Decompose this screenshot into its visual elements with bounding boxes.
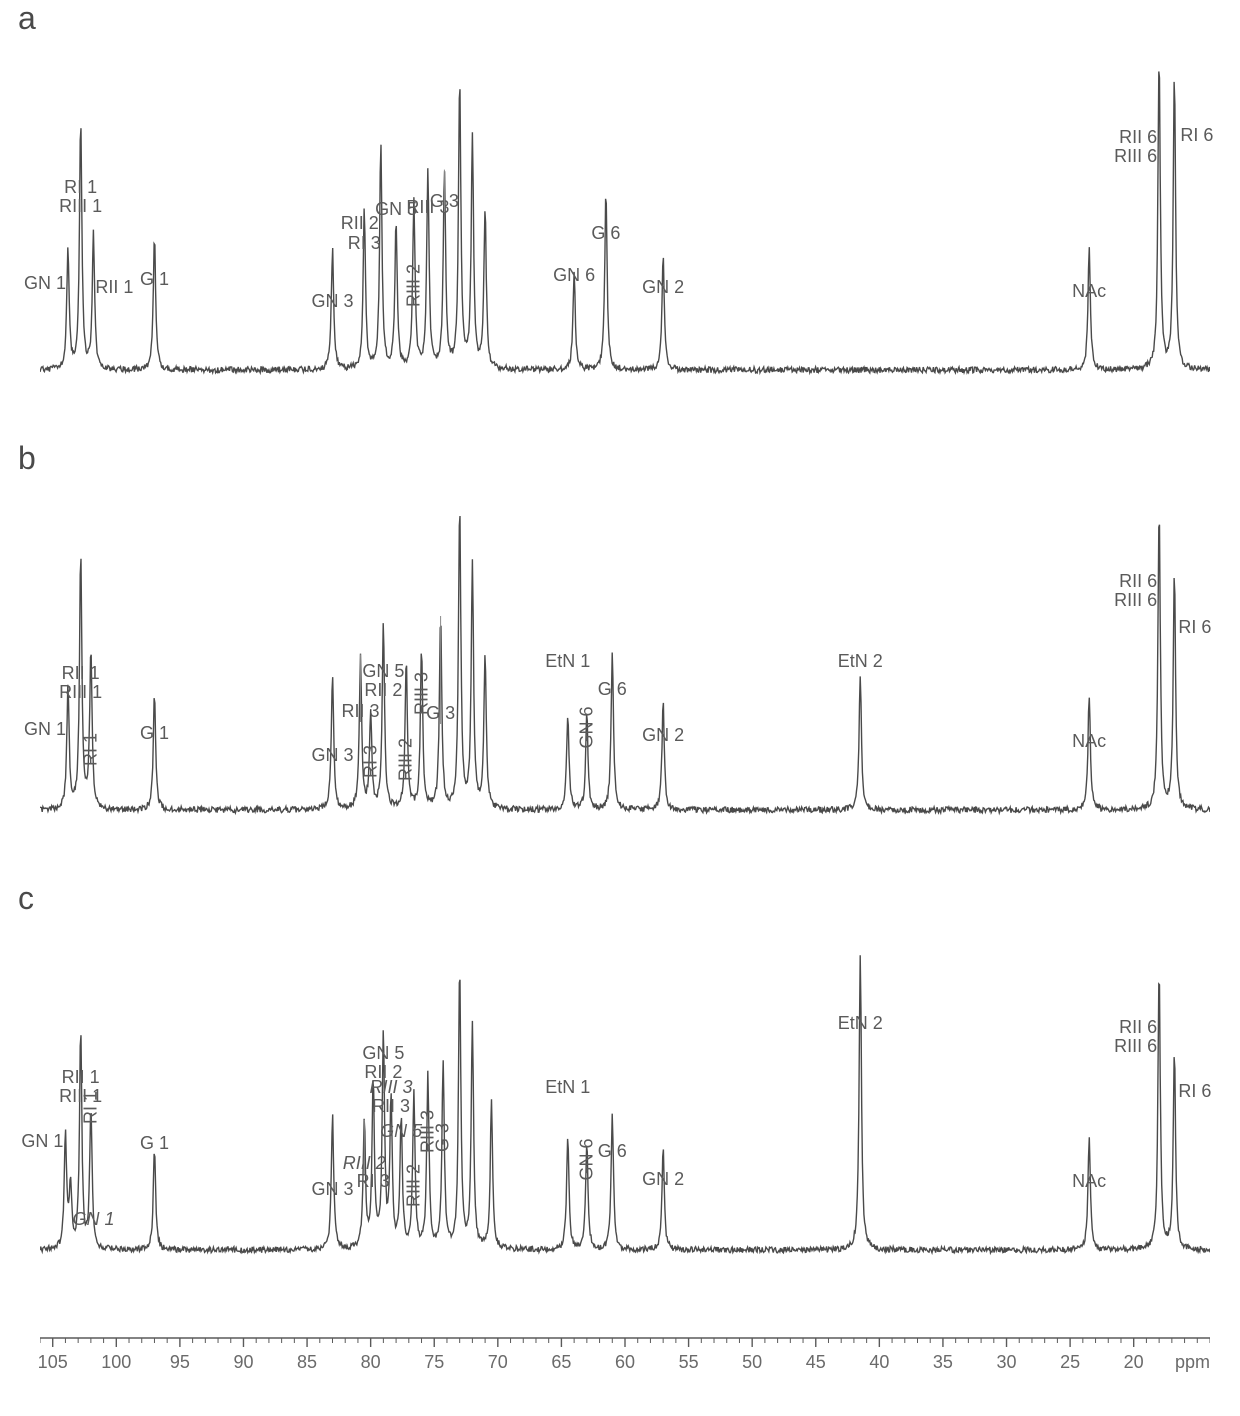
plot-area-b: GN 1RII 1RIII 1RI 1G 1GN 3RII 3RI 3GN 5R… bbox=[40, 470, 1210, 850]
peak-label: GN 1 bbox=[24, 274, 66, 293]
peak-label: G 3 bbox=[434, 1123, 453, 1152]
peak-label: RI 1 bbox=[81, 733, 100, 766]
peak-label: NAc bbox=[1072, 732, 1106, 751]
peak-label: G 3 bbox=[430, 192, 459, 211]
axis-tick-label: 60 bbox=[615, 1352, 635, 1373]
peak-label: RI 1 bbox=[81, 1091, 100, 1124]
peak-label: GN 2 bbox=[642, 1170, 684, 1189]
spectrum-panel-a: a GN 1 RI 1RIII 1 RII 1 G 1 GN 3 RI 3RII 2 GN … bbox=[0, 0, 1240, 440]
peak-label: GN 2 bbox=[642, 726, 684, 745]
peak-label: EtN 2 bbox=[838, 652, 883, 671]
peak-label: RI 3 bbox=[361, 745, 380, 778]
peak-label: GN 6 bbox=[553, 266, 595, 285]
axis-tick-label: 40 bbox=[869, 1352, 889, 1373]
peak-label: RII 3 bbox=[341, 702, 379, 721]
plot-area-c: GN 1GN 1RII 1RIII 1RI 1G 1GN 3RIII 2RI 3… bbox=[40, 910, 1210, 1290]
peak-label: RIII 3RII 3 bbox=[369, 1078, 412, 1116]
peak-label: RII 6RIII 6 bbox=[1114, 1018, 1157, 1056]
peak-label: GN 1 bbox=[24, 720, 66, 739]
axis-tick-label: 25 bbox=[1060, 1352, 1080, 1373]
panel-label-b: b bbox=[18, 440, 36, 477]
axis-tick-label: 35 bbox=[933, 1352, 953, 1373]
spectrum-panel-b: b GN 1 RII 1RIII 1 RI 1 G 1 GN 3 RII 3 RI 3 GN … bbox=[0, 440, 1240, 880]
peak-label: RIII 2 bbox=[404, 1164, 423, 1207]
peak-label: RI 6 bbox=[1180, 126, 1213, 145]
axis-tick-label: 65 bbox=[551, 1352, 571, 1373]
peak-label: RIII 2 bbox=[404, 264, 423, 307]
peak-label: GN 3 bbox=[311, 1180, 353, 1199]
peak-label: RII 1RIII 1 bbox=[59, 664, 102, 702]
peak-label: RII 2 bbox=[341, 214, 379, 233]
axis-tick-label: 85 bbox=[297, 1352, 317, 1373]
peak-label: RI 6 bbox=[1178, 618, 1211, 637]
peak-label: NAc bbox=[1072, 1172, 1106, 1191]
axis-unit-label: ppm bbox=[1175, 1352, 1210, 1373]
axis-tick-label: 100 bbox=[101, 1352, 131, 1373]
spectrum-panel-c: c GN 1GN 1RII 1RIII 1RI 1G 1GN 3RIII 2RI… bbox=[0, 880, 1240, 1320]
peak-label: GN 2 bbox=[642, 278, 684, 297]
panel-label-a: a bbox=[18, 0, 36, 37]
axis-tick-label: 55 bbox=[679, 1352, 699, 1373]
axis-tick-label: 105 bbox=[38, 1352, 68, 1373]
axis-tick-label: 90 bbox=[233, 1352, 253, 1373]
plot-area-a: GN 1RI 1RIII 1RII 1G 1GN 3RI 3RII 2GN 5R… bbox=[40, 30, 1210, 410]
peak-label: G 6 bbox=[598, 1142, 627, 1161]
peak-label: RIII 2 bbox=[397, 738, 416, 781]
peak-label: RII 6RIII 6 bbox=[1114, 128, 1157, 166]
peak-label: RI 3 bbox=[357, 1172, 390, 1191]
peak-label: G 3 bbox=[426, 704, 455, 723]
axis-tick-label: 45 bbox=[806, 1352, 826, 1373]
peak-label: GN 3 bbox=[311, 746, 353, 765]
peak-label: NAc bbox=[1072, 282, 1106, 301]
axis-tick-label: 20 bbox=[1124, 1352, 1144, 1373]
x-axis: 105 100 95 90 85 80 75 70 65 60 55 50 45 40 35 30 25 20 pp… bbox=[40, 1332, 1210, 1382]
peak-label: RII 1 bbox=[95, 278, 133, 297]
peak-label: GN 3 bbox=[311, 292, 353, 311]
peak-label: G 6 bbox=[598, 680, 627, 699]
axis-tick-label: 50 bbox=[742, 1352, 762, 1373]
peak-label: EtN 1 bbox=[545, 1078, 590, 1097]
peak-label: RI 3 bbox=[348, 234, 381, 253]
axis-tick-label: 80 bbox=[361, 1352, 381, 1373]
peak-label: GN 6 bbox=[577, 1138, 596, 1180]
peak-label: G 6 bbox=[591, 224, 620, 243]
peak-label: G 1 bbox=[140, 1134, 169, 1153]
peak-label: EtN 1 bbox=[545, 652, 590, 671]
axis-tick-label: 95 bbox=[170, 1352, 190, 1373]
axis-tick-label: 70 bbox=[488, 1352, 508, 1373]
peak-label: GN 5 bbox=[380, 1122, 422, 1141]
peak-label: GN 5RII 2 bbox=[362, 662, 404, 700]
peak-label: GN 1 bbox=[21, 1132, 63, 1151]
axis-tick-label: 30 bbox=[997, 1352, 1017, 1373]
peak-label: GN 1 bbox=[73, 1210, 115, 1229]
peak-label: RI 6 bbox=[1178, 1082, 1211, 1101]
peak-label: RI 1RIII 1 bbox=[59, 178, 102, 216]
peak-label: GN 6 bbox=[577, 706, 596, 748]
peak-label: RII 6RIII 6 bbox=[1114, 572, 1157, 610]
panel-label-c: c bbox=[18, 880, 34, 917]
peak-label: G 1 bbox=[140, 724, 169, 743]
peak-label: EtN 2 bbox=[838, 1014, 883, 1033]
peak-label: G 1 bbox=[140, 270, 169, 289]
axis-tick-label: 75 bbox=[424, 1352, 444, 1373]
